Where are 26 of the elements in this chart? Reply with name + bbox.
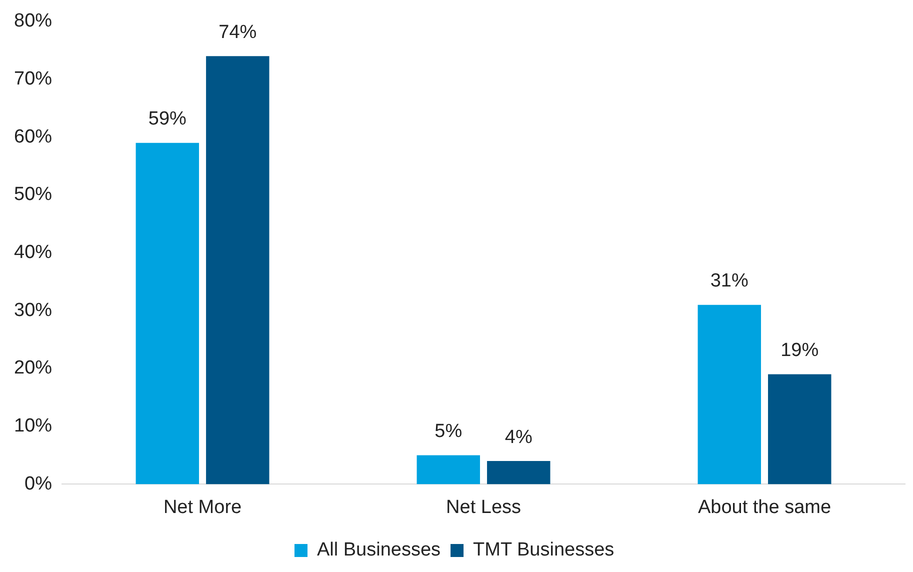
bar bbox=[416, 455, 480, 484]
bar bbox=[698, 304, 761, 484]
data-label: 5% bbox=[434, 421, 462, 442]
bar bbox=[487, 461, 550, 484]
bar bbox=[136, 142, 200, 484]
x-tick-label: Net More bbox=[163, 496, 242, 518]
data-label: 4% bbox=[504, 426, 532, 448]
y-tick-label: 60% bbox=[14, 126, 52, 148]
bar bbox=[768, 374, 832, 484]
data-label: 59% bbox=[148, 108, 187, 130]
x-tick-label: About the same bbox=[698, 496, 832, 518]
y-tick-label: 20% bbox=[14, 358, 52, 379]
y-tick-label: 50% bbox=[14, 184, 52, 206]
data-label: 31% bbox=[710, 270, 748, 292]
x-tick-label: Net Less bbox=[446, 496, 522, 518]
legend-label: TMT Businesses bbox=[473, 540, 614, 561]
y-tick-label: 40% bbox=[14, 242, 52, 264]
y-tick-label: 80% bbox=[14, 10, 52, 32]
data-label: 19% bbox=[780, 340, 819, 362]
legend-label: All Businesses bbox=[316, 540, 441, 561]
y-tick-label: 0% bbox=[24, 473, 52, 494]
y-tick-label: 70% bbox=[14, 68, 52, 90]
y-tick-label: 10% bbox=[14, 416, 52, 437]
y-tick-label: 30% bbox=[14, 300, 52, 321]
data-label: 74% bbox=[218, 22, 257, 43]
bar bbox=[206, 56, 270, 484]
